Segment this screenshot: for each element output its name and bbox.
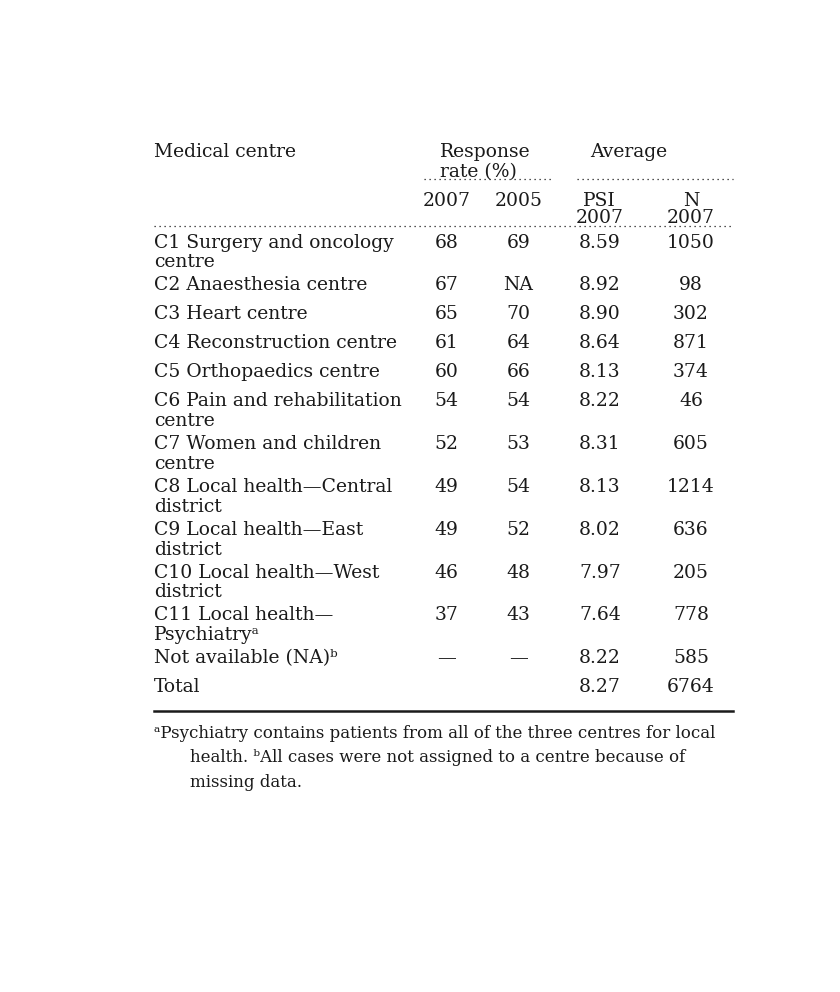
- Text: 2007: 2007: [667, 209, 715, 227]
- Text: 48: 48: [507, 563, 530, 581]
- Text: 8.22: 8.22: [579, 393, 621, 411]
- Text: 8.92: 8.92: [579, 277, 621, 295]
- Text: 43: 43: [507, 606, 530, 624]
- Text: 70: 70: [507, 306, 530, 323]
- Text: 8.13: 8.13: [579, 363, 621, 382]
- Text: Average: Average: [590, 144, 667, 162]
- Text: 54: 54: [507, 478, 530, 496]
- Text: 8.02: 8.02: [579, 521, 621, 539]
- Text: 8.22: 8.22: [579, 649, 621, 668]
- Text: 46: 46: [435, 563, 459, 581]
- Text: —: —: [509, 649, 528, 668]
- Text: C4 Reconstruction centre: C4 Reconstruction centre: [154, 334, 396, 352]
- Text: district: district: [154, 583, 222, 601]
- Text: C9 Local health—East: C9 Local health—East: [154, 521, 363, 539]
- Text: C3 Heart centre: C3 Heart centre: [154, 306, 307, 323]
- Text: C5 Orthopaedics centre: C5 Orthopaedics centre: [154, 363, 380, 382]
- Text: 2007: 2007: [423, 191, 470, 209]
- Text: 65: 65: [435, 306, 459, 323]
- Text: 60: 60: [435, 363, 459, 382]
- Text: 8.27: 8.27: [579, 679, 621, 696]
- Text: N: N: [683, 191, 699, 209]
- Text: Medical centre: Medical centre: [154, 144, 296, 162]
- Text: C8 Local health—Central: C8 Local health—Central: [154, 478, 392, 496]
- Text: 52: 52: [435, 435, 459, 453]
- Text: 8.59: 8.59: [579, 234, 621, 252]
- Text: C7 Women and children: C7 Women and children: [154, 435, 381, 453]
- Text: PSI: PSI: [584, 191, 616, 209]
- Text: 54: 54: [507, 393, 530, 411]
- Text: 49: 49: [435, 521, 459, 539]
- Text: 778: 778: [673, 606, 709, 624]
- Text: 7.97: 7.97: [579, 563, 621, 581]
- Text: 7.64: 7.64: [579, 606, 621, 624]
- Text: district: district: [154, 541, 222, 558]
- Text: 8.13: 8.13: [579, 478, 621, 496]
- Text: 636: 636: [673, 521, 709, 539]
- Text: 64: 64: [507, 334, 530, 352]
- Text: NA: NA: [503, 277, 533, 295]
- Text: 61: 61: [435, 334, 459, 352]
- Text: 46: 46: [679, 393, 703, 411]
- Text: 8.90: 8.90: [579, 306, 621, 323]
- Text: 871: 871: [673, 334, 709, 352]
- Text: 1214: 1214: [667, 478, 715, 496]
- Text: 1050: 1050: [667, 234, 715, 252]
- Text: 54: 54: [435, 393, 459, 411]
- Text: C6 Pain and rehabilitation: C6 Pain and rehabilitation: [154, 393, 402, 411]
- Text: —: —: [438, 649, 456, 668]
- Text: 98: 98: [679, 277, 703, 295]
- Text: health. ᵇAll cases were not assigned to a centre because of: health. ᵇAll cases were not assigned to …: [190, 749, 685, 766]
- Text: 37: 37: [435, 606, 459, 624]
- Text: 8.64: 8.64: [579, 334, 621, 352]
- Text: centre: centre: [154, 413, 214, 431]
- Text: Response: Response: [440, 144, 531, 162]
- Text: Psychiatryᵃ: Psychiatryᵃ: [154, 626, 260, 644]
- Text: 6764: 6764: [667, 679, 715, 696]
- Text: 2007: 2007: [575, 209, 624, 227]
- Text: 52: 52: [507, 521, 530, 539]
- Text: district: district: [154, 498, 222, 516]
- Text: 605: 605: [673, 435, 709, 453]
- Text: 49: 49: [435, 478, 459, 496]
- Text: 374: 374: [673, 363, 709, 382]
- Text: Total: Total: [154, 679, 200, 696]
- Text: C1 Surgery and oncology: C1 Surgery and oncology: [154, 234, 394, 252]
- Text: 66: 66: [507, 363, 530, 382]
- Text: ᵃPsychiatry contains patients from all of the three centres for local: ᵃPsychiatry contains patients from all o…: [154, 725, 715, 742]
- Text: 585: 585: [673, 649, 709, 668]
- Text: missing data.: missing data.: [190, 774, 302, 791]
- Text: centre: centre: [154, 455, 214, 473]
- Text: C11 Local health—: C11 Local health—: [154, 606, 333, 624]
- Text: 2005: 2005: [495, 191, 543, 209]
- Text: C2 Anaesthesia centre: C2 Anaesthesia centre: [154, 277, 367, 295]
- Text: C10 Local health—West: C10 Local health—West: [154, 563, 379, 581]
- Text: 53: 53: [507, 435, 530, 453]
- Text: centre: centre: [154, 254, 214, 272]
- Text: 205: 205: [673, 563, 709, 581]
- Text: Not available (NA)ᵇ: Not available (NA)ᵇ: [154, 649, 338, 668]
- Text: rate (%): rate (%): [440, 163, 517, 181]
- Text: 302: 302: [673, 306, 709, 323]
- Text: 8.31: 8.31: [579, 435, 621, 453]
- Text: 67: 67: [435, 277, 459, 295]
- Text: 69: 69: [507, 234, 530, 252]
- Text: 68: 68: [435, 234, 459, 252]
